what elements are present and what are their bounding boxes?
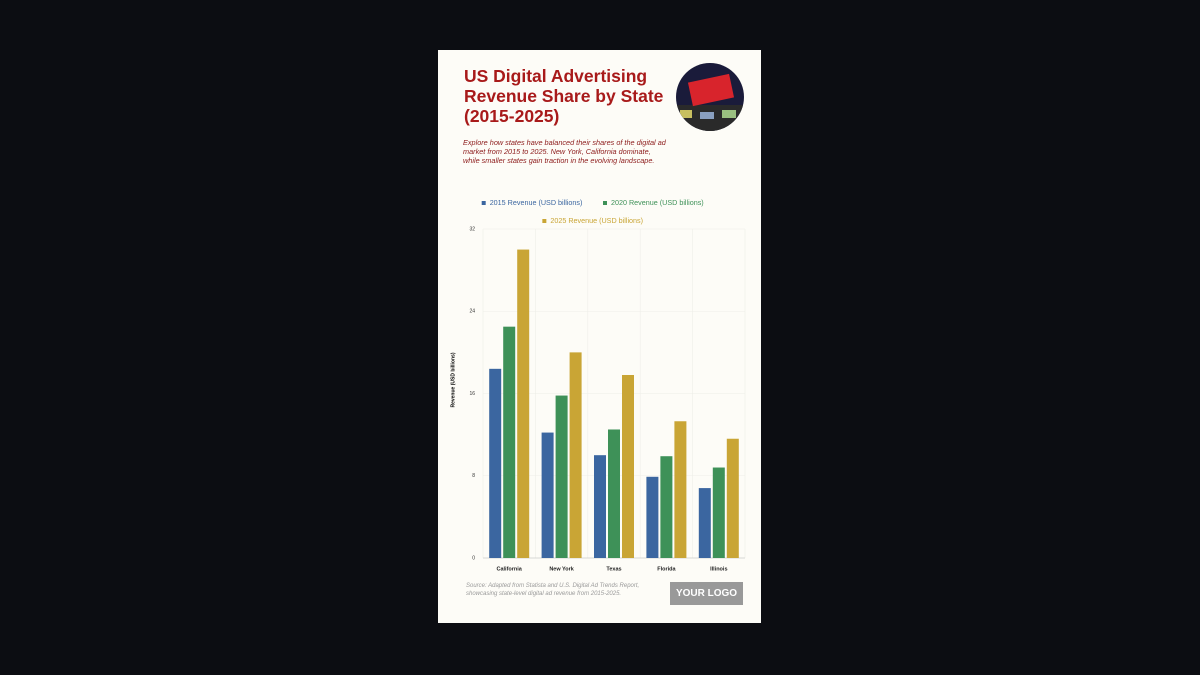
legend-label: 2015 Revenue (USD billions)	[490, 198, 583, 207]
y-tick-label: 24	[469, 309, 475, 315]
x-tick-label: New York	[549, 566, 574, 572]
x-tick-label: Florida	[657, 566, 676, 572]
legend-swatch	[603, 201, 607, 205]
bar	[541, 432, 554, 558]
subtitle: Explore how states have balanced their s…	[463, 138, 666, 165]
y-tick-label: 32	[469, 226, 475, 232]
y-tick-label: 8	[472, 473, 475, 479]
y-axis-label: Revenue (USD billions)	[450, 352, 456, 407]
bar	[489, 368, 502, 558]
y-tick-label: 16	[469, 391, 475, 397]
bar	[555, 395, 568, 558]
bar	[660, 456, 673, 558]
logo: YOUR LOGO	[670, 582, 743, 605]
bar	[594, 455, 606, 558]
bar	[674, 421, 687, 558]
bar	[712, 467, 725, 558]
y-tick-label: 0	[472, 555, 475, 561]
bar	[608, 429, 620, 558]
legend-label: 2025 Revenue (USD billions)	[550, 216, 643, 225]
bar	[622, 374, 634, 558]
legend-label: 2020 Revenue (USD billions)	[611, 198, 704, 207]
bar	[698, 488, 711, 558]
title: US Digital Advertising Revenue Share by …	[464, 66, 664, 126]
bar	[569, 352, 582, 558]
x-tick-label: Texas	[606, 566, 621, 572]
legend-swatch	[542, 219, 547, 223]
x-tick-label: California	[497, 566, 523, 572]
bar	[646, 476, 659, 558]
source-note: Source: Adapted from Statista and U.S. D…	[466, 583, 640, 597]
legend-swatch	[481, 201, 486, 205]
bar	[726, 438, 739, 558]
bar	[517, 249, 530, 558]
bar	[503, 326, 516, 558]
photo	[676, 63, 744, 131]
x-tick-label: Illinois	[710, 566, 727, 572]
